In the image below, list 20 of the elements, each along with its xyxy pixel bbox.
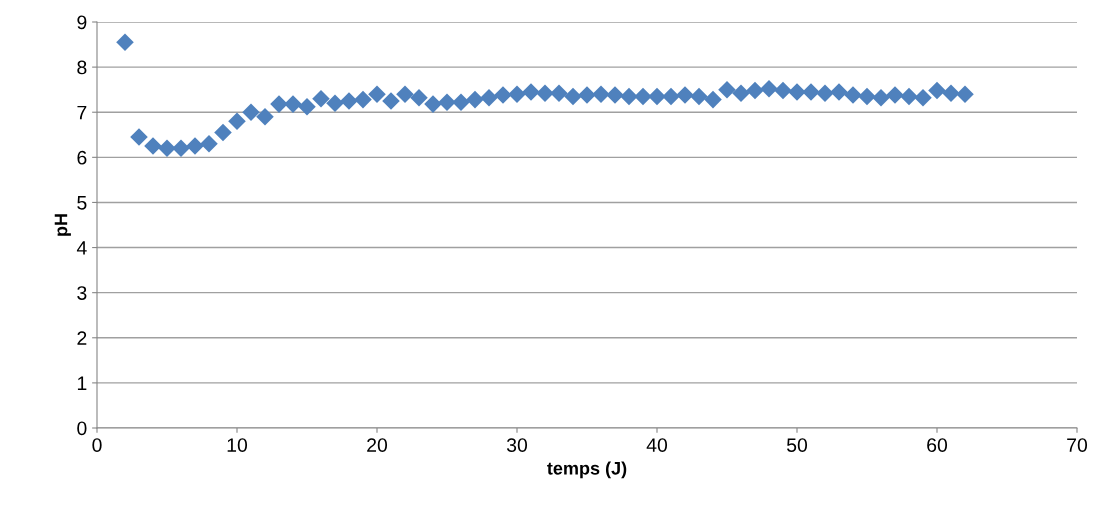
x-tick-label: 10 [227,438,248,452]
y-tick-label: 1 [77,376,87,390]
x-tick-label: 0 [92,438,102,452]
x-tick-label: 40 [646,438,668,452]
x-axis-title: temps (J) [547,461,627,479]
y-tick-label: 4 [76,241,87,255]
y-tick-label: 9 [77,15,87,30]
x-tick-label: 50 [786,438,808,452]
x-tick-label: 20 [367,438,388,452]
y-tick-label: 5 [77,196,87,210]
y-tick-label: 0 [77,421,87,436]
y-tick-label: 3 [77,286,87,300]
y-tick-label: 6 [77,150,87,165]
x-tick-label: 30 [506,438,528,452]
x-tick-label: 60 [927,438,948,452]
y-tick-label: 2 [77,331,87,345]
y-axis-title: pH [54,214,71,236]
x-tick-label: 70 [1067,438,1088,452]
y-tick-label: 8 [77,60,87,75]
y-tick-label: 7 [77,105,87,120]
